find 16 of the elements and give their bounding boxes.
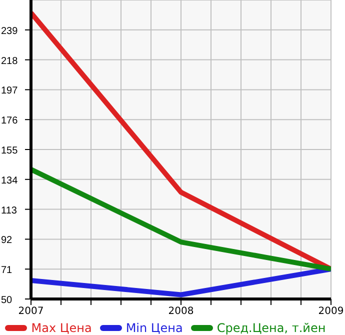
y-tick-label: 134 [1,175,18,186]
x-tick-label: 2007 [18,306,44,318]
y-tick-label: 50 [1,295,13,306]
y-tick-label: 197 [1,86,18,97]
y-tick-label: 92 [1,235,13,246]
y-tick-label: 113 [1,205,18,216]
x-tick-label: 2008 [168,306,194,318]
y-tick-label: 155 [1,146,18,156]
legend-label: Сред.Цена, т.йен [216,321,326,335]
y-tick-label: 218 [1,56,18,67]
y-tick-label: 239 [1,26,18,37]
y-tick-label: 176 [1,116,18,127]
legend-label: Min Цена [124,321,183,335]
x-tick-label: 2009 [318,306,344,318]
legend-label: Max Цена [30,321,92,335]
y-tick-label: 71 [1,265,13,276]
